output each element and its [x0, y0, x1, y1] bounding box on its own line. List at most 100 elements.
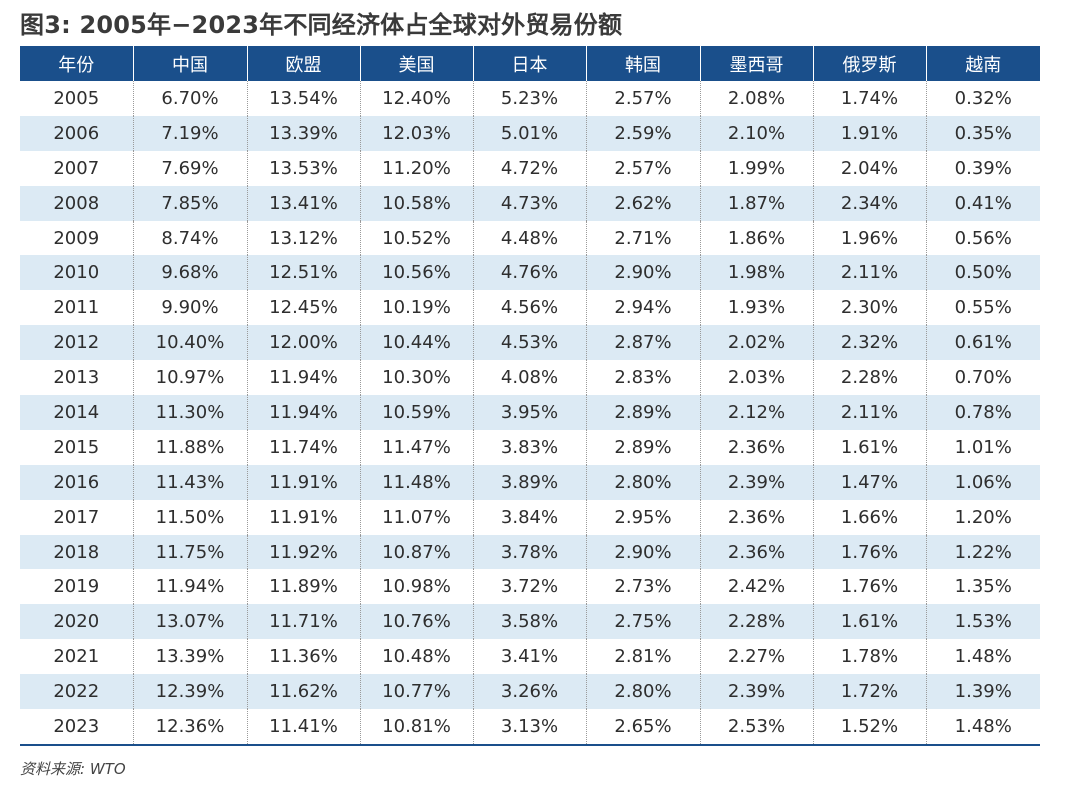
share-cell-usa: 10.30% [359, 360, 473, 396]
share-cell-vietnam: 1.22% [925, 534, 1040, 570]
share-cell-eu: 13.53% [246, 150, 360, 186]
share-cell-japan: 3.13% [472, 709, 586, 746]
share-cell-china: 11.75% [132, 534, 247, 570]
share-cell-vietnam: 0.32% [925, 81, 1040, 116]
share-cell-korea: 2.57% [585, 81, 700, 116]
year-cell: 2006 [20, 115, 133, 151]
column-header-eu: 欧盟 [246, 46, 360, 81]
share-cell-china: 8.74% [132, 220, 247, 256]
year-cell: 2017 [53, 506, 100, 528]
table-row: 2016 11.43% 11.91% 11.48% 3.89% 2.80% 2.39% 1.4… [20, 464, 1040, 500]
share-cell-usa: 10.77% [359, 674, 473, 710]
share-cell-japan: 5.23% [472, 81, 586, 116]
year-cell: 2007 [53, 157, 100, 179]
share-cell-eu: 13.12% [246, 220, 360, 256]
share-cell-usa: 10.58% [359, 185, 473, 221]
share-cell-usa: 10.44% [359, 325, 473, 361]
source-note: 资料来源: WTO [20, 760, 126, 778]
share-cell-china: 7.85% [132, 185, 247, 221]
year-cell: 2016 [20, 464, 133, 500]
share-cell-usa: 11.47% [359, 429, 473, 465]
share-cell-russia: 2.30% [812, 290, 926, 326]
share-cell-mexico: 2.27% [699, 639, 813, 675]
share-cell-russia: 2.32% [812, 325, 926, 361]
table-row: 2007 7.69% 13.53% 11.20% 4.72% 2.57% 1.99% 2.04… [20, 150, 1040, 186]
share-cell-vietnam: 0.70% [925, 360, 1040, 396]
share-cell-usa: 11.07% [359, 499, 473, 535]
share-cell-usa: 12.40% [359, 81, 473, 116]
table-row: 2010 9.68% 12.51% 10.56% 4.76% 2.90% 1.98% 2.11… [20, 255, 1040, 291]
share-cell-korea: 2.90% [585, 534, 700, 570]
table-row: 2023 12.36% 11.41% 10.81% 3.13% 2.65% 2.53% 1.5… [20, 709, 1040, 746]
share-cell-russia: 2.04% [812, 150, 926, 186]
share-cell-china: 11.94% [132, 569, 247, 605]
year-cell: 2012 [20, 325, 133, 361]
share-cell-russia: 2.28% [812, 360, 926, 396]
header-row: 年份 中国 欧盟 美国 日本 韩国 墨西哥 俄罗斯 越南 [20, 46, 1040, 81]
share-cell-china: 12.39% [132, 674, 247, 710]
share-cell-japan: 3.26% [472, 674, 586, 710]
share-cell-vietnam: 1.53% [925, 604, 1040, 640]
share-cell-korea: 2.89% [585, 429, 700, 465]
share-cell-russia: 1.47% [812, 464, 926, 500]
share-cell-japan: 3.78% [472, 534, 586, 570]
year-cell: 2019 [53, 576, 100, 598]
share-cell-vietnam: 1.48% [925, 639, 1040, 675]
share-cell-korea: 2.59% [585, 115, 700, 151]
share-cell-korea: 2.94% [585, 290, 700, 326]
share-cell-russia: 2.34% [812, 185, 926, 221]
share-cell-vietnam: 0.55% [925, 290, 1040, 326]
table-row: 2020 13.07% 11.71% 10.76% 3.58% 2.75% 2.28% 1.6… [20, 604, 1040, 640]
share-cell-china: 9.90% [132, 290, 247, 326]
share-cell-japan: 3.89% [472, 464, 586, 500]
table-body: 2005 6.70% 13.54% 12.40% 5.23% 2.57% 2.08% 1.74… [20, 81, 1040, 746]
share-cell-japan: 3.41% [472, 639, 586, 675]
share-cell-usa: 10.59% [359, 395, 473, 430]
share-cell-mexico: 2.42% [699, 569, 813, 605]
table-row: 2012 10.40% 12.00% 10.44% 4.53% 2.87% 2.02% 2.3… [20, 325, 1040, 361]
share-cell-japan: 3.72% [472, 569, 586, 605]
share-cell-japan: 4.73% [472, 185, 586, 221]
table-row: 2014 11.30% 11.94% 10.59% 3.95% 2.89% 2.12% 2.1… [20, 395, 1040, 430]
share-cell-russia: 1.76% [812, 534, 926, 570]
figure-title: 图3: 2005年−2023年不同经济体占全球对外贸易份额 [20, 11, 623, 39]
table-row: 2013 10.97% 11.94% 10.30% 4.08% 2.83% 2.03% 2.2… [20, 360, 1040, 396]
share-cell-china: 11.30% [132, 395, 247, 430]
share-cell-russia: 1.91% [812, 115, 926, 151]
column-header-korea: 韩国 [585, 46, 700, 81]
table-row: 2015 11.88% 11.74% 11.47% 3.83% 2.89% 2.36% 1.6… [20, 429, 1040, 465]
share-cell-vietnam: 1.01% [925, 429, 1040, 465]
share-cell-usa: 10.19% [359, 290, 473, 326]
share-cell-china: 12.36% [132, 709, 247, 746]
share-cell-usa: 10.48% [359, 639, 473, 675]
table-row: 2011 9.90% 12.45% 10.19% 4.56% 2.94% 1.93% 2.30… [20, 290, 1040, 326]
share-cell-mexico: 2.36% [699, 534, 813, 570]
share-cell-korea: 2.90% [585, 255, 700, 291]
share-cell-mexico: 2.28% [699, 604, 813, 640]
column-header-usa: 美国 [359, 46, 473, 81]
share-cell-eu: 13.39% [246, 115, 360, 151]
share-cell-russia: 1.52% [812, 709, 926, 746]
share-cell-eu: 11.41% [246, 709, 360, 746]
share-cell-mexico: 2.02% [699, 325, 813, 361]
share-cell-mexico: 2.03% [699, 360, 813, 396]
table-row: 2017 11.50% 11.91% 11.07% 3.84% 2.95% 2.36% 1.6… [20, 499, 1040, 535]
share-cell-eu: 11.74% [246, 429, 360, 465]
share-cell-eu: 13.54% [246, 81, 360, 116]
share-cell-china: 7.69% [132, 150, 247, 186]
share-cell-korea: 2.80% [585, 464, 700, 500]
share-cell-vietnam: 0.56% [925, 220, 1040, 256]
year-cell: 2022 [20, 674, 133, 710]
share-cell-eu: 12.51% [246, 255, 360, 291]
share-cell-korea: 2.87% [585, 325, 700, 361]
share-cell-mexico: 2.12% [699, 395, 813, 430]
column-header-mexico: 墨西哥 [699, 46, 813, 81]
share-cell-china: 13.07% [132, 604, 247, 640]
share-cell-eu: 11.89% [246, 569, 360, 605]
share-cell-china: 9.68% [132, 255, 247, 291]
column-header-vietnam: 越南 [925, 46, 1040, 81]
share-cell-japan: 4.48% [472, 220, 586, 256]
share-cell-mexico: 1.86% [699, 220, 813, 256]
share-cell-vietnam: 1.06% [925, 464, 1040, 500]
year-cell: 2023 [20, 709, 133, 746]
